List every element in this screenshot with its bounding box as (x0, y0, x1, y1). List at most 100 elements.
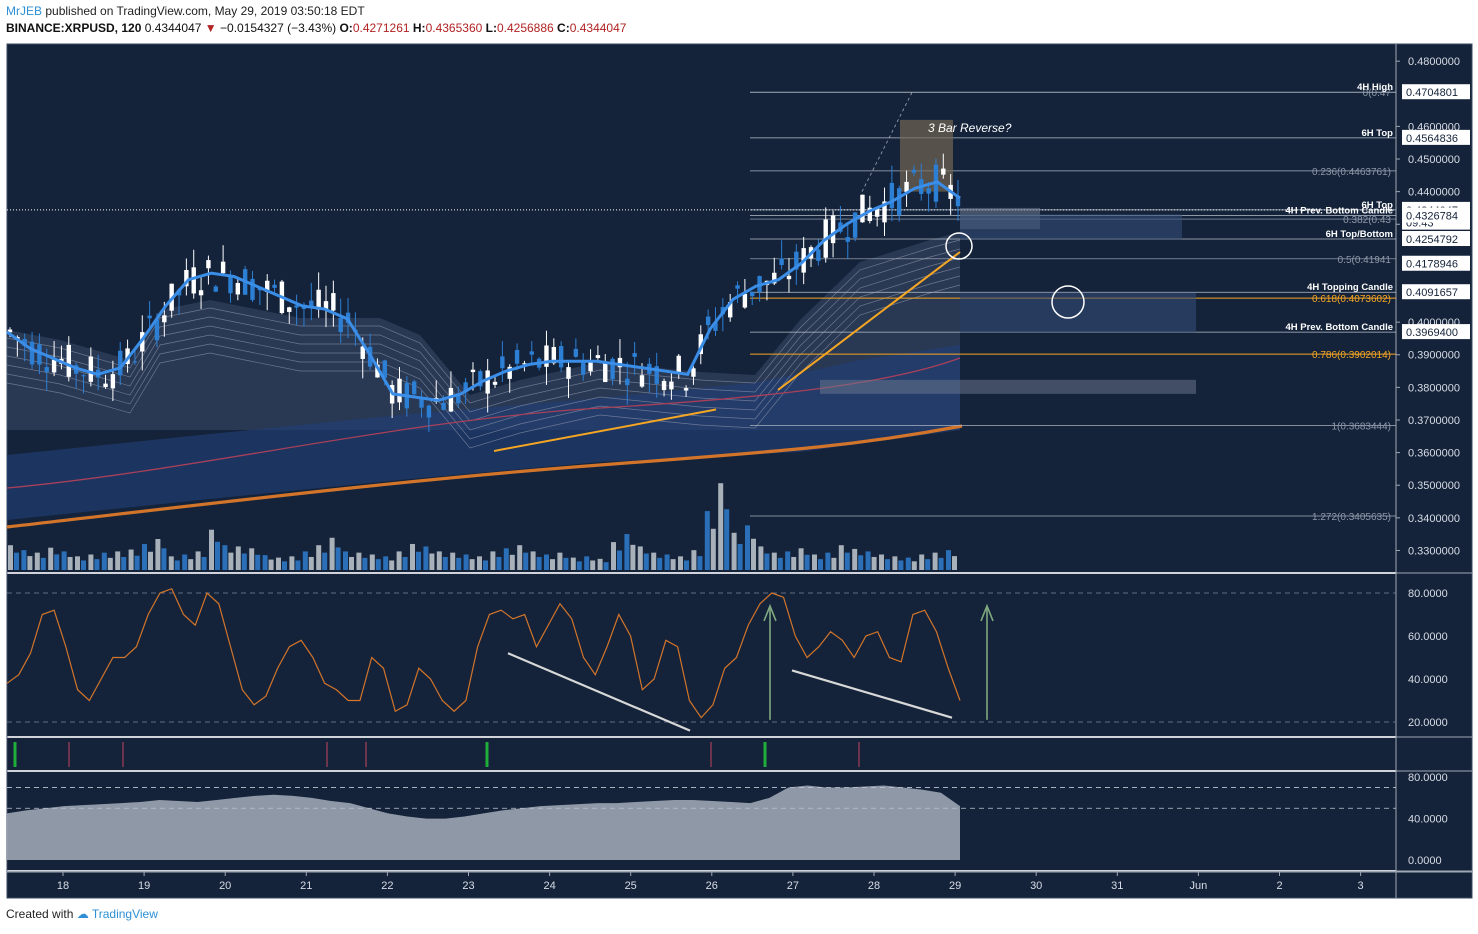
candle-body (235, 283, 241, 295)
candle-body (426, 405, 432, 418)
candle-body (610, 358, 615, 380)
volume-bar (8, 545, 13, 570)
candle-body (198, 290, 204, 296)
candle-body (779, 258, 784, 265)
volume-bar (905, 557, 911, 570)
price-label: 0.4091657 (1406, 287, 1458, 299)
volume-bar (630, 544, 636, 570)
candle-body (558, 346, 564, 368)
price-label-box (1402, 207, 1470, 223)
volume-bar (241, 553, 247, 570)
price-label-box (1402, 284, 1470, 300)
volume-bar (81, 560, 86, 570)
demand-zone (820, 379, 1196, 394)
fib-label: 0.5(0.41941 (1338, 255, 1392, 266)
close-label: C: (557, 21, 570, 35)
ma-ribbon-line (6, 266, 961, 431)
volume-bar (758, 546, 764, 570)
candle-body (676, 355, 681, 372)
candle-body (220, 261, 226, 274)
volume-bar (496, 556, 502, 570)
candle-body (639, 375, 645, 387)
candle-body (581, 362, 586, 375)
candle-body (727, 302, 733, 318)
candle-body (522, 363, 527, 365)
candle-body (632, 353, 637, 357)
candle-body (88, 356, 94, 382)
volume-bar (88, 554, 94, 570)
low-label: L: (485, 21, 497, 35)
candle-body (103, 383, 108, 388)
volume-bar (570, 557, 576, 570)
buy-arrow-head (763, 603, 777, 622)
volume-bar (429, 553, 435, 570)
candle-body (162, 315, 167, 323)
volume-bar (879, 554, 884, 570)
volume-bar (450, 552, 456, 570)
time-tick-label: 25 (625, 880, 637, 892)
candle-body (323, 301, 329, 310)
level-label: 4H Prev. Bottom Candle (1285, 322, 1393, 333)
tradingview-link[interactable]: TradingView (91, 907, 158, 921)
rsi-tick-label: 80.0000 (1408, 772, 1448, 784)
candle-body (154, 319, 160, 341)
support-zone-1 (960, 214, 1182, 240)
volume-bar (362, 557, 368, 570)
volume-bar (34, 552, 40, 570)
price-label-box (1402, 324, 1470, 340)
author-link[interactable]: MrJEB (6, 4, 42, 18)
time-tick-label: 2 (1276, 880, 1282, 892)
volume-bar (704, 511, 710, 570)
volume-bar (651, 552, 657, 570)
volume-bar (416, 551, 421, 570)
volume-bar (40, 557, 46, 570)
price-tick-label: 0.3700000 (1408, 415, 1460, 427)
reversal-box (900, 119, 953, 192)
candle-body (309, 300, 314, 307)
candle-body (529, 351, 534, 355)
price-label-box (1402, 231, 1470, 247)
volume-bar (938, 557, 944, 570)
price-label: 0.4326784 (1406, 211, 1458, 223)
candle-body (544, 345, 549, 367)
footer: Created with ☁ TradingView (6, 907, 158, 921)
stoch-line (6, 587, 961, 719)
volume-bar (61, 551, 67, 570)
annotation-text: 3 Bar Reverse? (928, 121, 1012, 135)
stoch-tick-label: 40.0000 (1408, 674, 1448, 686)
candle-body (7, 329, 13, 333)
support-zone-2 (960, 292, 1196, 333)
candle-body (588, 360, 593, 372)
candle-body (852, 212, 858, 238)
volume-bar (919, 554, 925, 570)
time-tick-label: 27 (787, 880, 799, 892)
volume-bar (490, 551, 496, 570)
candle-body (331, 293, 336, 311)
volume-bar (316, 545, 322, 570)
candle-body (661, 380, 667, 391)
candle-body (713, 322, 718, 331)
volume-bar (21, 550, 27, 570)
candle-body (845, 237, 850, 242)
time-tick-label: 23 (462, 880, 474, 892)
time-tick-label: 30 (1030, 880, 1042, 892)
volume-bar (268, 559, 274, 570)
candle-body (772, 272, 777, 284)
volume-bar (550, 559, 555, 570)
volume-bar (745, 525, 750, 570)
candle-body (294, 305, 299, 308)
volume-bar (349, 556, 354, 570)
candle-body (603, 362, 608, 383)
volume-bar (27, 556, 33, 570)
volume-bar (831, 557, 837, 570)
price-axis-pane (1396, 44, 1472, 898)
volume-bar (276, 557, 281, 570)
candle-body (250, 278, 255, 300)
fib-label: 0.618(0.4073602) (1312, 294, 1391, 305)
candle-body (132, 361, 138, 363)
volume-bar (503, 548, 509, 570)
trendline-2 (777, 251, 961, 391)
volume-bar (563, 557, 569, 570)
candle-body (897, 188, 902, 216)
